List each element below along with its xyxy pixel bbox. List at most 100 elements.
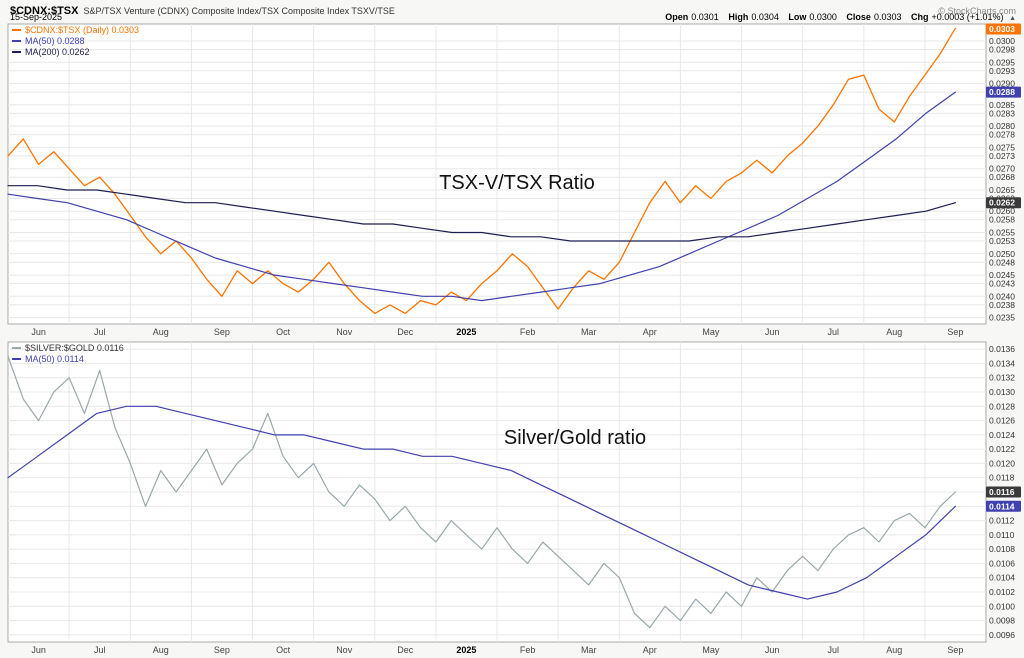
svg-text:Apr: Apr <box>643 645 657 655</box>
svg-text:TSX-V/TSX Ratio: TSX-V/TSX Ratio <box>439 172 595 194</box>
svg-text:Aug: Aug <box>153 645 169 655</box>
svg-text:Apr: Apr <box>643 327 657 337</box>
svg-text:Jul: Jul <box>94 645 106 655</box>
svg-text:Mar: Mar <box>581 327 597 337</box>
svg-text:Aug: Aug <box>153 327 169 337</box>
svg-text:$SILVER:$GOLD 0.0116: $SILVER:$GOLD 0.0116 <box>25 343 124 353</box>
svg-text:Mar: Mar <box>581 645 597 655</box>
svg-text:0.0255: 0.0255 <box>989 228 1015 238</box>
svg-text:0.0116: 0.0116 <box>989 487 1015 497</box>
svg-text:MA(200) 0.0262: MA(200) 0.0262 <box>25 47 90 57</box>
svg-text:0.0102: 0.0102 <box>989 587 1015 597</box>
svg-text:0.0130: 0.0130 <box>989 387 1015 397</box>
svg-text:0.0112: 0.0112 <box>989 516 1015 526</box>
svg-text:0.0128: 0.0128 <box>989 401 1015 411</box>
symbol-description: S&P/TSX Venture (CDNX) Composite Index/T… <box>83 6 395 16</box>
svg-text:0.0132: 0.0132 <box>989 373 1015 383</box>
svg-text:0.0295: 0.0295 <box>989 57 1015 67</box>
svg-text:Jul: Jul <box>827 327 839 337</box>
open-value: 0.0301 <box>691 12 719 22</box>
svg-text:Jun: Jun <box>765 327 780 337</box>
svg-text:Jun: Jun <box>31 645 46 655</box>
svg-text:0.0108: 0.0108 <box>989 544 1015 554</box>
svg-text:0.0288: 0.0288 <box>989 87 1015 97</box>
svg-text:Oct: Oct <box>276 327 291 337</box>
svg-text:0.0303: 0.0303 <box>989 24 1015 34</box>
tsxv-tsx-ratio-chart-panel: 0.02350.02380.02400.02430.02450.02480.02… <box>7 23 1021 337</box>
svg-text:0.0275: 0.0275 <box>989 142 1015 152</box>
svg-text:0.0136: 0.0136 <box>989 344 1015 354</box>
svg-text:Jul: Jul <box>94 327 106 337</box>
svg-text:2025: 2025 <box>456 645 476 655</box>
svg-text:Oct: Oct <box>276 645 291 655</box>
svg-text:0.0290: 0.0290 <box>989 79 1015 89</box>
copyright-label: © StockCharts.com <box>938 6 1016 16</box>
chg-value: +0.0003 (+1.01%) <box>931 12 1004 22</box>
svg-text:0.0126: 0.0126 <box>989 416 1015 426</box>
svg-text:0.0240: 0.0240 <box>989 291 1015 301</box>
svg-text:0.0248: 0.0248 <box>989 257 1015 267</box>
svg-text:0.0114: 0.0114 <box>989 501 1015 511</box>
close-value: 0.0303 <box>873 12 902 22</box>
svg-text:Sep: Sep <box>214 327 230 337</box>
svg-text:Jul: Jul <box>827 645 839 655</box>
svg-text:0.0262: 0.0262 <box>989 198 1015 208</box>
svg-text:Nov: Nov <box>336 327 353 337</box>
svg-text:0.0278: 0.0278 <box>989 130 1015 140</box>
svg-text:Silver/Gold ratio: Silver/Gold ratio <box>504 427 646 449</box>
svg-text:0.0285: 0.0285 <box>989 100 1015 110</box>
high-label: High <box>728 12 749 22</box>
date-label: 15-Sep-2025 <box>10 12 63 22</box>
svg-text:Nov: Nov <box>336 645 353 655</box>
svg-text:Aug: Aug <box>886 645 902 655</box>
svg-text:$CDNX:$TSX (Daily) 0.0303: $CDNX:$TSX (Daily) 0.0303 <box>25 25 139 35</box>
svg-text:0.0270: 0.0270 <box>989 164 1015 174</box>
svg-text:Jun: Jun <box>31 327 46 337</box>
symbol-label: $CDNX:$TSX <box>10 5 79 17</box>
svg-text:0.0096: 0.0096 <box>989 630 1015 640</box>
svg-text:May: May <box>702 327 720 337</box>
svg-text:0.0238: 0.0238 <box>989 300 1015 310</box>
high-value: 0.0304 <box>751 12 779 22</box>
svg-text:Sep: Sep <box>947 645 963 655</box>
chart-header: $CDNX:$TSX S&P/TSX Venture (CDNX) Composi… <box>10 1 1016 19</box>
svg-text:0.0265: 0.0265 <box>989 185 1015 195</box>
svg-text:MA(50) 0.0288: MA(50) 0.0288 <box>25 36 85 46</box>
chg-label: Chg <box>910 12 929 22</box>
svg-text:0.0104: 0.0104 <box>989 573 1015 583</box>
svg-text:0.0293: 0.0293 <box>989 66 1015 76</box>
ohlc-quote: Open 0.0301 High 0.0304 Low 0.0300 Close 0.0… <box>665 12 1016 22</box>
svg-text:0.0118: 0.0118 <box>989 473 1015 483</box>
svg-text:0.0245: 0.0245 <box>989 270 1015 280</box>
svg-text:2025: 2025 <box>456 327 476 337</box>
close-label: Close <box>846 12 871 22</box>
svg-text:0.0250: 0.0250 <box>989 249 1015 259</box>
svg-text:Sep: Sep <box>947 327 963 337</box>
svg-text:0.0300: 0.0300 <box>989 36 1015 46</box>
svg-text:0.0124: 0.0124 <box>989 430 1015 440</box>
svg-text:Dec: Dec <box>397 327 414 337</box>
svg-text:0.0100: 0.0100 <box>989 601 1015 611</box>
low-value: 0.0300 <box>809 12 837 22</box>
svg-text:0.0268: 0.0268 <box>989 172 1015 182</box>
svg-text:0.0106: 0.0106 <box>989 558 1015 568</box>
svg-text:Sep: Sep <box>214 645 230 655</box>
svg-text:0.0122: 0.0122 <box>989 444 1015 454</box>
svg-text:May: May <box>702 645 720 655</box>
svg-text:0.0098: 0.0098 <box>989 616 1015 626</box>
open-label: Open <box>665 12 689 22</box>
up-arrow-icon: ▲ <box>1009 15 1016 22</box>
svg-text:0.0110: 0.0110 <box>989 530 1015 540</box>
svg-text:Feb: Feb <box>520 327 536 337</box>
silver-gold-ratio-chart-panel: 0.0096 0.0098 0.0100 0.0102 0.0104 0.0106 0.01… <box>7 341 1021 655</box>
svg-text:Feb: Feb <box>520 645 536 655</box>
svg-text:0.0260: 0.0260 <box>989 206 1015 216</box>
svg-text:0.0134: 0.0134 <box>989 358 1015 368</box>
svg-text:Aug: Aug <box>886 327 902 337</box>
svg-text:MA(50) 0.0114: MA(50) 0.0114 <box>25 354 84 364</box>
svg-text:Jun: Jun <box>765 645 780 655</box>
svg-text:0.0253: 0.0253 <box>989 236 1015 246</box>
chart-title: $CDNX:$TSX S&P/TSX Venture (CDNX) Composi… <box>10 1 395 19</box>
svg-text:0.0298: 0.0298 <box>989 45 1015 55</box>
